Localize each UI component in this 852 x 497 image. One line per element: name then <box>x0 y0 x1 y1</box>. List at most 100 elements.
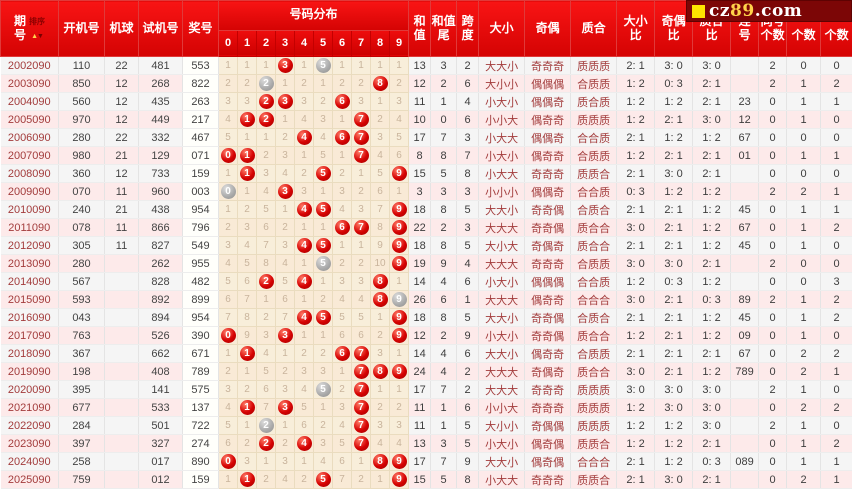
distribution-cell: 9 <box>389 218 410 238</box>
winning-ball: 8 <box>372 292 388 308</box>
distribution-cell: 8 <box>370 74 390 94</box>
jiqiu-cell: 12 <box>104 164 139 184</box>
bigsmall-ratio-cell: 3: 0 <box>616 218 656 238</box>
table-body: 2002090 110 22 481 553 1 1 1 3 1 5 1 1 1 1 13 3 2 大大小 奇奇奇 质质… <box>0 56 852 490</box>
distribution-cell: 3 <box>370 128 390 148</box>
distribution-cell: 2 <box>351 470 371 490</box>
sum-tail-cell: 0 <box>430 110 458 130</box>
consecutive-cell: 23 <box>730 92 760 112</box>
distribution-cell: 9 <box>389 200 410 220</box>
distribution-cell: 3 <box>389 92 410 112</box>
winning-ball: 7 <box>353 346 369 362</box>
cz89-logo[interactable]: cz 89 .com <box>686 0 852 22</box>
jiqiu-cell: 11 <box>104 218 139 238</box>
distribution-cell: 9 <box>389 254 410 274</box>
distribution-cell: 3 <box>313 362 333 382</box>
distribution-cell: 4 <box>370 434 390 454</box>
distribution-cell: 5 <box>370 164 390 184</box>
distribution-cell: 1 <box>389 182 410 202</box>
bigsmall-cell: 小大大 <box>478 164 526 184</box>
bigsmall-ratio-cell: 3: 0 <box>616 380 656 400</box>
distribution-cell: 8 <box>256 254 276 274</box>
period-cell: 2018090 <box>0 344 59 364</box>
sum-cell: 13 <box>408 56 432 76</box>
jiqiu-cell <box>104 434 139 454</box>
distribution-cell: 5 <box>237 254 257 274</box>
distribution-cell: 1 <box>218 200 238 220</box>
same-count-cell-2: 1 <box>786 200 822 220</box>
shiji-cell: 481 <box>138 56 183 76</box>
winning-ball: 8 <box>372 454 388 470</box>
table-row: 2004090 560 12 435 263 3 3 2 3 3 2 6 3 1 3 11 1 4 小大小 偶偶奇 质合… <box>0 92 852 112</box>
oddeven-ratio-cell: 0: 3 <box>654 272 694 292</box>
oddeven-ratio-cell: 2: 1 <box>654 326 694 346</box>
distribution-cell: 3 <box>370 344 390 364</box>
winning-ball: 2 <box>258 436 274 452</box>
kaiji-cell: 759 <box>58 470 105 490</box>
distribution-cell: 2 <box>294 470 314 490</box>
distribution-cell: 5 <box>218 416 238 436</box>
winning-ball: 9 <box>391 454 407 470</box>
winning-number-cell: 274 <box>182 434 219 454</box>
distribution-cell: 0 <box>218 326 238 346</box>
winning-number-cell: 159 <box>182 470 219 490</box>
span-cell: 1 <box>456 290 480 310</box>
prime-cell: 质质合 <box>570 164 618 184</box>
sum-cell: 10 <box>408 110 432 130</box>
oddeven-cell: 偶奇偶 <box>524 452 572 472</box>
sort-control[interactable]: 排序 ▲▼ <box>29 17 45 40</box>
sort-desc-icon[interactable]: ▼ <box>37 32 44 40</box>
jiqiu-cell <box>104 308 139 328</box>
prime-ratio-cell: 2: 1 <box>692 434 732 454</box>
distribution-cell: 1 <box>389 380 410 400</box>
logo-yellow-square-icon <box>692 4 705 18</box>
table-row: 2016090 043 894 954 7 8 2 7 4 5 5 5 1 9 18 8 5 大大小 奇奇偶 合质合 2… <box>0 308 852 328</box>
winning-ball: 7 <box>353 382 369 398</box>
distribution-cell: 1 <box>332 56 352 76</box>
oddeven-cell: 偶奇奇 <box>524 146 572 166</box>
oddeven-ratio-cell: 3: 0 <box>654 254 694 274</box>
distribution-cell: 1 <box>332 362 352 382</box>
winning-ball: 1 <box>239 400 255 416</box>
prime-cell: 质合合 <box>570 362 618 382</box>
bigsmall-cell: 小大大 <box>478 128 526 148</box>
distribution-cell: 4 <box>256 344 276 364</box>
winning-ball: 8 <box>372 76 388 92</box>
distribution-cell: 7 <box>351 146 371 166</box>
distribution-cell: 2 <box>389 74 410 94</box>
consecutive-cell <box>730 434 760 454</box>
same-count-cell-1: 0 <box>758 434 788 454</box>
winning-ball: 7 <box>353 112 369 128</box>
distribution-cell: 9 <box>389 164 410 184</box>
consecutive-cell <box>730 56 760 76</box>
prime-cell: 合合质 <box>570 128 618 148</box>
bigsmall-ratio-cell: 1: 2 <box>616 326 656 346</box>
winning-number-cell: 575 <box>182 380 219 400</box>
sum-tail-cell: 4 <box>430 344 458 364</box>
distribution-cell: 3 <box>294 362 314 382</box>
distribution-cell: 6 <box>351 326 371 346</box>
logo-text-com: .com <box>754 1 803 21</box>
oddeven-cell: 偶偶奇 <box>524 128 572 148</box>
sum-tail-cell: 7 <box>430 380 458 400</box>
distribution-cell: 2 <box>256 272 276 292</box>
same-count-cell-3: 1 <box>820 182 852 202</box>
sum-tail-cell: 8 <box>430 200 458 220</box>
distribution-cell: 1 <box>237 110 257 130</box>
prime-cell: 质质质 <box>570 56 618 76</box>
distribution-cell: 1 <box>313 218 333 238</box>
bigsmall-cell: 小小大 <box>478 398 526 418</box>
table-row: 2009090 070 11 960 003 0 1 4 3 3 1 3 2 6 1 3 3 3 小小小 偶偶奇 合合质… <box>0 182 852 202</box>
sum-cell: 17 <box>408 380 432 400</box>
sort-asc-icon[interactable]: ▲ <box>31 32 38 40</box>
digit-header-2: 2 <box>256 29 276 58</box>
distribution-cell: 3 <box>389 416 410 436</box>
jiqiu-cell: 11 <box>104 236 139 256</box>
distribution-cell: 2 <box>256 74 276 94</box>
distribution-cell: 2 <box>218 218 238 238</box>
distribution-cell: 7 <box>218 308 238 328</box>
bigsmall-ratio-cell: 1: 2 <box>616 416 656 436</box>
table-row: 2011090 078 11 866 796 2 3 6 2 1 1 6 7 8 9 22 2 3 大大大 奇奇偶 质合… <box>0 218 852 238</box>
shiji-cell: 827 <box>138 236 183 256</box>
period-cell: 2006090 <box>0 128 59 148</box>
